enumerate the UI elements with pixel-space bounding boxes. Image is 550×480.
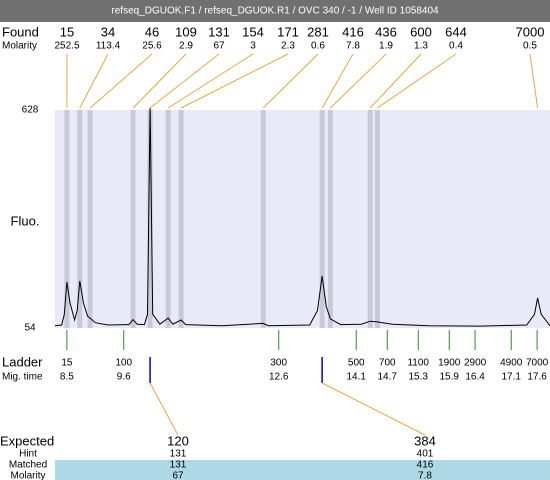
expected-molarity: 67 [172,471,184,480]
title-bar [0,0,550,22]
expected-connector [321,382,426,436]
peak-band [165,110,171,328]
found-molarity: 7.8 [346,41,360,52]
peak-band [87,110,93,328]
expected-molarity-label: Molarity [10,471,45,480]
peak-band [77,110,83,328]
peak-connector [377,53,457,109]
peak-band [367,110,373,328]
peak-band [130,110,136,328]
found-molarity: 0.5 [523,41,537,52]
found-size: 15 [60,24,74,39]
ladder-time: 14.7 [378,372,398,383]
molarity-label: Molarity [2,41,37,52]
plot-area [55,110,550,328]
peak-connector [330,53,387,109]
peak-band [327,110,333,328]
expected-size: 384 [414,433,436,448]
ladder-size: 700 [379,358,396,369]
peak-connector [132,53,187,109]
found-size: 171 [277,24,299,39]
ladder-size: 2900 [464,358,487,369]
ladder-time: 15.3 [409,372,429,383]
found-molarity: 3 [250,41,256,52]
hint-label: Hint [19,449,37,460]
trace [55,108,550,327]
peak-connector [321,53,354,109]
expected-size: 120 [167,433,189,448]
ladder-size: 15 [61,358,73,369]
ladder-time: 12.6 [269,372,289,383]
found-molarity: 252.5 [54,41,79,52]
peak-connector [79,53,109,109]
peak-connector [167,53,254,109]
found-molarity: 1.9 [379,41,393,52]
found-molarity: 2.9 [179,41,193,52]
ladder-size: 7000 [526,358,549,369]
expected-hint: 131 [170,449,187,460]
peak-band [147,110,153,328]
found-molarity: 0.6 [311,41,325,52]
mig-time-label: Mig. time [2,372,43,383]
found-size: 644 [445,24,467,39]
found-size: 281 [307,24,329,39]
peak-band [64,110,70,328]
found-size: 154 [242,24,264,39]
ladder-size: 500 [348,358,365,369]
found-size: 131 [208,24,230,39]
found-molarity: 0.4 [449,41,463,52]
found-size: 109 [175,24,197,39]
ladder-time: 15.9 [440,372,460,383]
found-size: 46 [145,24,159,39]
ladder-size: 1900 [438,358,461,369]
y-tick-label: 54 [24,323,36,334]
ladder-time: 9.6 [117,372,131,383]
peak-band [178,110,184,328]
found-molarity: 67 [213,41,225,52]
found-label: Found [2,24,39,39]
peak-connector [89,53,153,109]
expected-connector [149,382,179,436]
ladder-size: 1100 [407,358,429,369]
found-size: 436 [375,24,397,39]
peak-connector [262,53,319,109]
found-size: 416 [342,24,364,39]
peak-band [319,110,325,328]
found-size: 34 [101,24,115,39]
ladder-time: 8.5 [60,372,74,383]
ladder-size: 100 [115,358,132,369]
expected-matched: 416 [417,460,434,471]
ladder-time: 17.1 [502,372,522,383]
matched-label: Matched [9,460,47,471]
matched-rows-bg [55,460,550,480]
expected-molarity: 7.8 [418,471,432,480]
title: refseq_DGUOK.F1 / refseq_DGUOK.R1 / OVC … [111,6,439,17]
ladder-label: Ladder [2,354,43,369]
y-axis-label: Fluo. [11,213,40,228]
found-molarity: 113.4 [96,41,121,52]
ladder-time: 14.1 [347,372,367,383]
ladder-time: 16.4 [465,372,485,383]
found-size: 7000 [516,24,545,39]
found-molarity: 25.6 [142,41,162,52]
expected-matched: 131 [170,460,187,471]
trace-group [55,108,550,327]
expected-label: Expected [0,433,54,448]
found-size: 600 [410,24,432,39]
peak-connector [180,53,289,109]
peak-connector [149,53,220,109]
peak-band [374,110,380,328]
ladder-size: 300 [270,358,287,369]
peak-connector [529,53,539,109]
expected-hint: 401 [417,449,434,460]
peak-band [260,110,266,328]
y-tick-label: 628 [22,105,39,116]
found-molarity: 2.3 [281,41,295,52]
found-molarity: 1.3 [414,41,428,52]
ladder-time: 17.6 [527,372,547,383]
peak-connector [369,53,422,109]
ladder-size: 4900 [500,358,523,369]
